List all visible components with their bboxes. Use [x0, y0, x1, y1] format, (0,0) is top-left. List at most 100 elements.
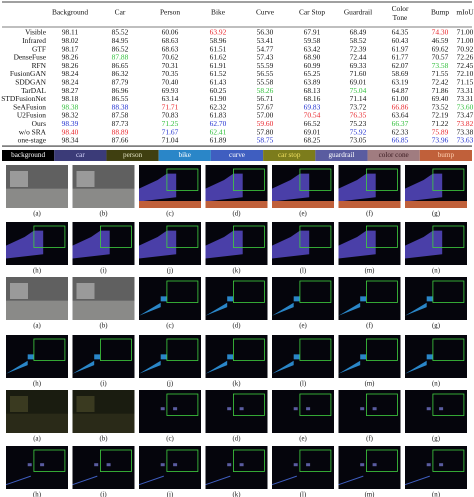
segmentation-curve: [138, 475, 164, 486]
table-cell: 84.95: [112, 36, 129, 45]
segmentation-curve: [6, 360, 28, 374]
panel-label: (e): [299, 211, 307, 218]
panel-label: (f): [366, 211, 373, 218]
table-cell: 86.32: [112, 69, 129, 78]
panel-label: (a): [33, 436, 41, 443]
highlight-box: [232, 338, 265, 361]
table-cell: 87.73: [112, 119, 129, 128]
thumbnail: [72, 446, 135, 489]
panel-label: (b): [100, 436, 108, 443]
column-header: Background: [52, 8, 88, 17]
segmentation-curve: [272, 302, 294, 316]
panel-label: (a): [33, 211, 41, 218]
legend-swatch: [54, 150, 107, 161]
thumbnail: [272, 390, 334, 433]
thumbnail: [139, 335, 201, 378]
table-cell: 98.18: [62, 94, 79, 103]
segmentation-car: [94, 354, 101, 360]
table-cell: 87.88: [112, 53, 129, 62]
highlight-box: [100, 449, 132, 472]
highlight-box: [365, 168, 398, 191]
segmentation-car: [239, 407, 244, 411]
thumbnail-detail: [76, 396, 95, 412]
table-cell: 73.60: [457, 102, 474, 111]
segmentation-car: [227, 354, 234, 360]
table-cell: 62.70: [210, 119, 227, 128]
table-cell: 69.01: [304, 127, 321, 136]
legend-label: person: [123, 151, 143, 159]
table-cell: 63.64: [392, 111, 409, 120]
segmentation-bump: [338, 201, 401, 208]
column-header: Car: [115, 8, 126, 17]
highlight-box: [166, 280, 199, 303]
table-cell: 72.19: [432, 111, 449, 120]
panel-label: (f): [366, 436, 373, 443]
panel-label: (l): [300, 268, 306, 275]
table-cell: 68.13: [304, 86, 321, 95]
panel-label: (j): [167, 381, 173, 388]
highlight-box: [365, 225, 398, 248]
highlight-box: [166, 338, 199, 361]
table-cell: 69.40: [432, 94, 449, 103]
table-cell: 72.10: [457, 69, 474, 78]
panel-label: (l): [300, 381, 306, 388]
thumbnail-detail: [72, 188, 135, 208]
table-cell: 86.52: [112, 44, 129, 53]
panel-label: (m): [365, 492, 375, 497]
table-cell: 58.26: [257, 86, 274, 95]
table-cell: 75.23: [350, 119, 367, 128]
table-cell: 58.69: [392, 69, 409, 78]
thumbnail: [205, 335, 268, 378]
legend-swatch: [2, 150, 55, 161]
row-method: GTF: [32, 44, 46, 53]
segmentation-car: [360, 407, 365, 411]
thumbnail: [405, 277, 467, 320]
table-cell: 98.26: [62, 61, 79, 70]
table-cell: 71.71: [162, 102, 179, 111]
highlight-box: [365, 393, 398, 416]
panel-label: (n): [432, 268, 440, 275]
table-cell: 98.17: [62, 44, 79, 53]
table-cell: 61.97: [392, 44, 409, 53]
table-cell: 68.90: [304, 53, 321, 62]
thumbnail-detail: [6, 300, 68, 320]
segmentation-curve: [404, 475, 430, 486]
panel-label: (b): [100, 211, 108, 218]
table-cell: 73.82: [457, 119, 474, 128]
segmentation-car: [306, 407, 311, 411]
column-header: Bump: [431, 8, 449, 17]
segmentation-curve: [338, 360, 361, 374]
thumbnail: [205, 390, 268, 433]
thumbnail: [139, 390, 201, 433]
panel-label: (a): [33, 323, 41, 330]
column-header: Bike: [211, 8, 226, 17]
segmentation-car: [160, 296, 167, 302]
highlight-box: [232, 280, 265, 303]
row-method: FusionGAN: [10, 69, 47, 78]
table-cell: 57.67: [257, 102, 274, 111]
table-cell: 62.07: [392, 61, 409, 70]
thumbnail: [338, 277, 401, 320]
table-cell: 61.90: [210, 94, 227, 103]
panel-label: (b): [100, 323, 108, 330]
column-header-line: Color: [392, 4, 409, 13]
legend-label: guardrail: [328, 151, 354, 159]
table-cell: 71.00: [457, 36, 474, 45]
table-cell: 73.72: [350, 102, 367, 111]
panel-label: (h): [33, 268, 41, 275]
table-cell: 70.35: [162, 69, 179, 78]
thumbnail: [405, 335, 467, 378]
segmentation-car: [360, 354, 367, 360]
panel-label: (f): [366, 323, 373, 330]
panel-label: (g): [432, 323, 440, 330]
table-cell: 69.93: [162, 86, 179, 95]
table-cell: 66.85: [392, 136, 409, 145]
table-cell: 70.92: [457, 44, 474, 53]
panel-label: (k): [233, 268, 241, 275]
segmentation-car: [293, 463, 298, 467]
highlight-box: [365, 338, 398, 361]
table-cell: 68.16: [304, 94, 321, 103]
table-cell: 98.24: [62, 78, 79, 87]
highlight-box: [365, 280, 398, 303]
